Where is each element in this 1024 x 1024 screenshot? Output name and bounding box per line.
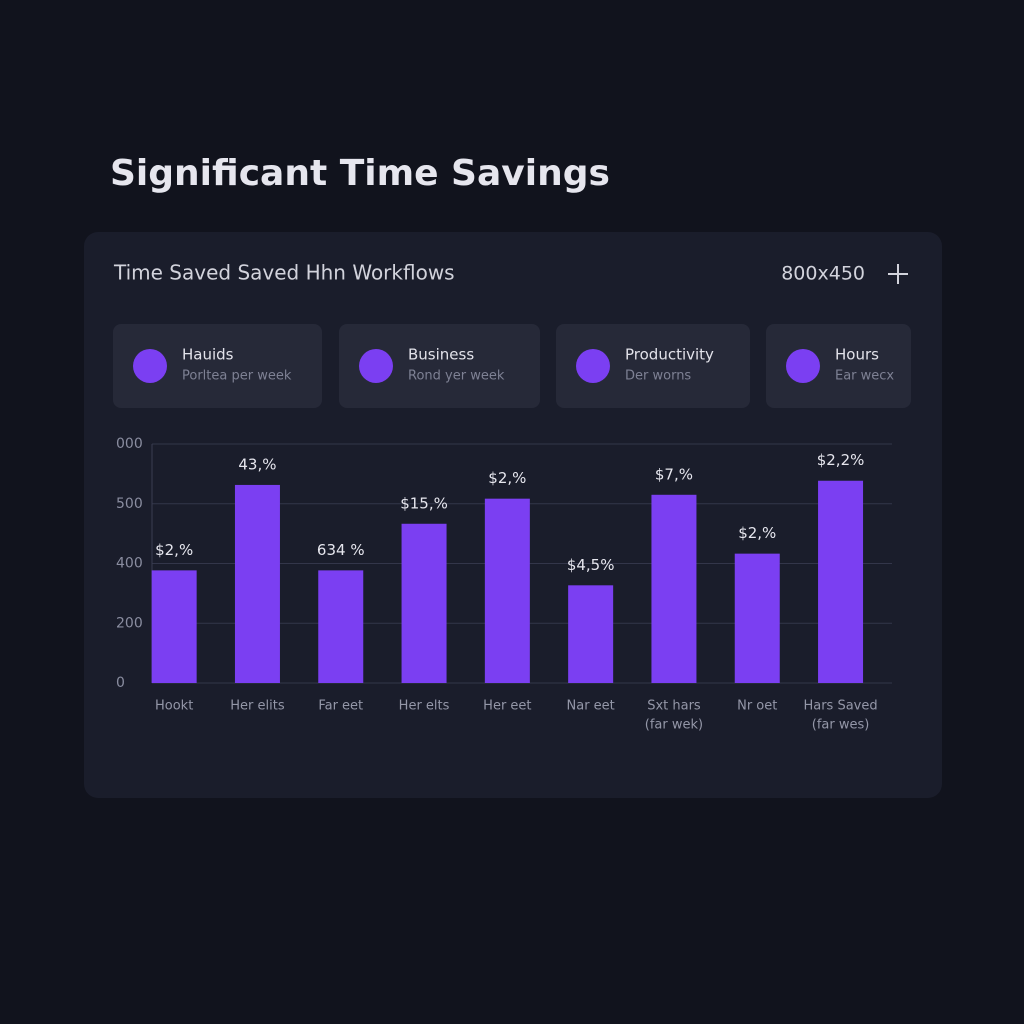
x-tick-label: Sxt hars <box>647 699 701 714</box>
kpi-subtitle: Rond yer week <box>408 369 505 384</box>
bar-annotation: 634 % <box>317 541 365 559</box>
kpi-subtitle: Ear wecx <box>835 369 894 384</box>
bar-annotation: $2,2% <box>817 451 865 469</box>
y-tick-label: 200 <box>116 615 143 631</box>
kpi-card <box>766 324 911 408</box>
x-tick-label: Her elts <box>399 699 450 714</box>
kpi-icon <box>359 349 393 383</box>
x-tick-label: (far wek) <box>645 718 703 733</box>
kpi-title: Productivity <box>625 346 714 364</box>
kpi-icon <box>576 349 610 383</box>
card-title: Time Saved Saved Hhn Workflows <box>113 261 455 285</box>
page-title: Significant Time Savings <box>110 153 610 194</box>
bar-annotation: $4,5% <box>567 556 615 574</box>
x-tick-label: Nr oet <box>737 699 777 714</box>
bar-annotation: $15,% <box>400 494 448 512</box>
x-tick-label: (far wes) <box>812 718 870 733</box>
x-tick-label: Hookt <box>155 699 193 714</box>
chart: 0 200 400 500 000 Hookt $2,% Her elits 43,% Far e… <box>116 436 892 733</box>
plus-button[interactable] <box>888 264 908 284</box>
kpi-icon <box>786 349 820 383</box>
bar <box>734 553 780 683</box>
bar <box>151 570 197 683</box>
y-tick-label: 400 <box>116 556 143 572</box>
size-label: 800x450 <box>781 263 865 285</box>
kpi-card <box>339 324 540 408</box>
kpi-subtitle: Der worns <box>625 369 691 384</box>
bar <box>234 484 280 683</box>
bar <box>818 480 864 683</box>
bar <box>318 570 364 683</box>
x-tick-label: Far eet <box>318 699 363 714</box>
y-tick-label: 0 <box>116 675 125 691</box>
x-tick-label: Hars Saved <box>803 699 877 714</box>
bar-annotation: 43,% <box>238 455 276 473</box>
kpi-title: Hauids <box>182 346 234 364</box>
y-tick-label: 500 <box>116 496 143 512</box>
x-tick-label: Her elits <box>230 699 285 714</box>
kpi-title: Business <box>408 346 474 364</box>
x-tick-label: Nar eet <box>567 699 615 714</box>
bar <box>401 523 447 683</box>
bar <box>568 585 614 683</box>
bar <box>484 498 530 683</box>
kpi-icon <box>133 349 167 383</box>
bar-annotation: $2,% <box>488 469 526 487</box>
kpi-card <box>113 324 322 408</box>
kpi-subtitle: Porltea per week <box>182 369 292 384</box>
bar-annotation: $2,% <box>738 524 776 542</box>
bar <box>651 494 697 683</box>
bar-annotation: $7,% <box>655 465 693 483</box>
bar-annotation: $2,% <box>155 541 193 559</box>
kpi-card <box>556 324 750 408</box>
y-tick-label: 000 <box>116 436 143 452</box>
x-tick-label: Her eet <box>483 699 531 714</box>
kpi-row: Hauids Porltea per week Business Rond yer w… <box>113 324 911 408</box>
kpi-title: Hours <box>835 346 879 364</box>
